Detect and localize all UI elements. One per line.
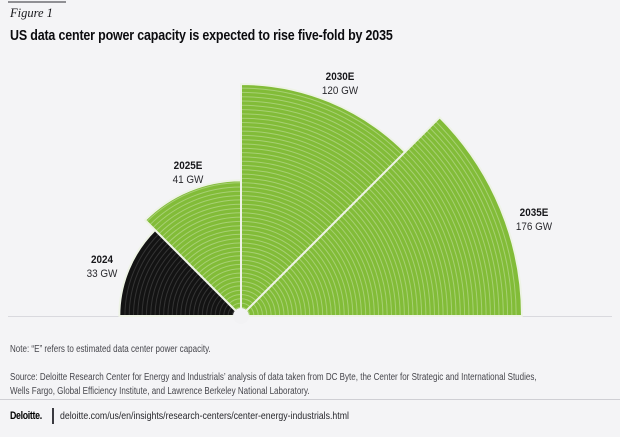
wedge-2030E: [241, 83, 406, 317]
wedge-label-2024: 2024 33 GW: [62, 254, 143, 281]
wedge-2024: [119, 230, 241, 316]
note-text: Note: “E” refers to estimated data cente…: [10, 344, 211, 355]
wedge-label-year: 2025E: [173, 160, 203, 172]
wedge-label-year: 2035E: [519, 207, 549, 219]
wedge-label-year: 2030E: [325, 71, 355, 83]
wedge-2035E: [241, 117, 522, 316]
wedge-label-value: 120 GW: [321, 84, 359, 97]
footer-vertical-bar: [52, 408, 54, 424]
wedge-label-year: 2024: [90, 254, 114, 266]
source-text-line1: Source: Deloitte Research Center for Ene…: [10, 372, 537, 383]
wedge-outline-2024: [118, 229, 242, 317]
wedge-label-2030E: 2030E 120 GW: [300, 71, 381, 98]
wedge-label-value: 176 GW: [515, 220, 553, 233]
top-border-mark: [8, 1, 66, 3]
wedge-outline-2030E: [240, 82, 407, 317]
source-text-line2: Wells Fargo, Global Efficiency Institute…: [10, 386, 310, 397]
wedge-label-2025E: 2025E 41 GW: [148, 160, 229, 187]
wedge-2025E: [145, 180, 241, 316]
wedge-label-value: 41 GW: [172, 173, 204, 186]
deloitte-logo: Deloitte.: [10, 410, 42, 422]
footer-divider-rule: [0, 399, 620, 400]
footer-url: deloitte.com/us/en/insights/research-cen…: [60, 411, 349, 422]
fan-hub: [233, 308, 249, 324]
wedge-outline-2035E: [240, 116, 523, 317]
figure-label: Figure 1: [10, 6, 53, 20]
wedge-outline-2025E: [144, 179, 242, 317]
wedge-label-value: 33 GW: [86, 267, 118, 280]
wedge-labels-layer: 2024 33 GW 2025E 41 GW 2030E 120 GW 2035E 176 G…: [62, 71, 575, 281]
page-title: US data center power capacity is expecte…: [10, 27, 393, 44]
wedge-label-2035E: 2035E 176 GW: [494, 207, 575, 234]
